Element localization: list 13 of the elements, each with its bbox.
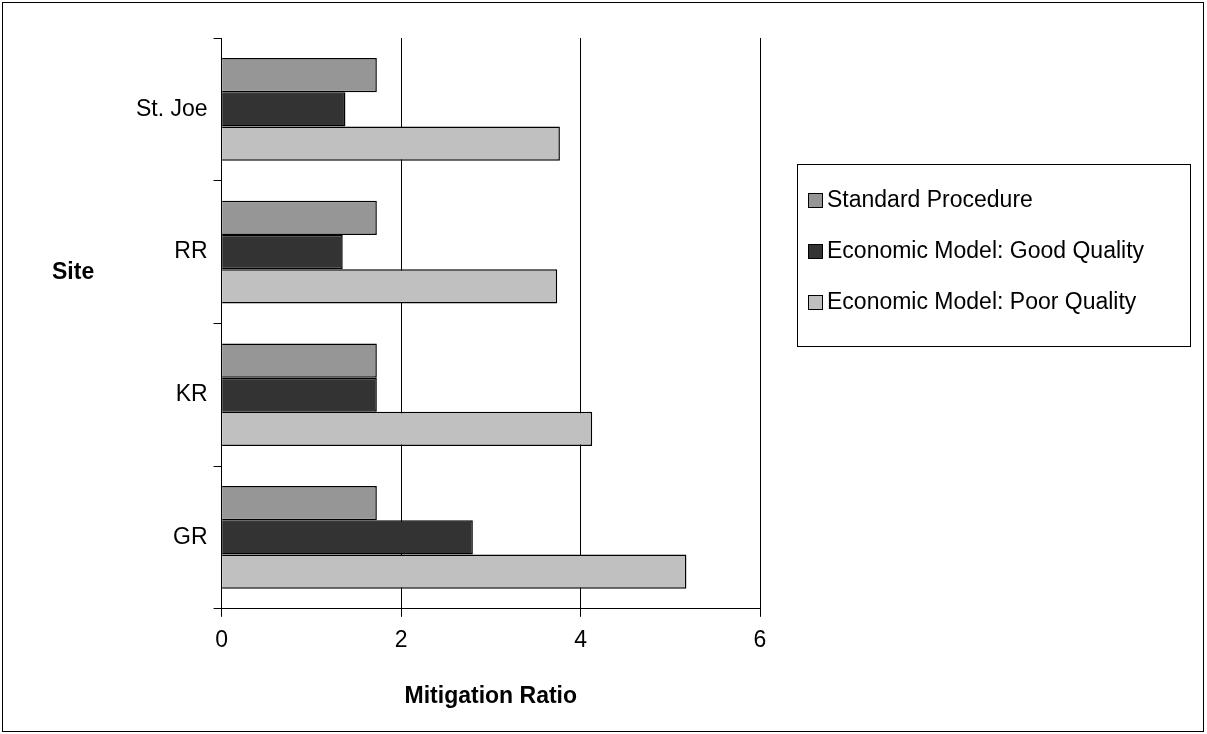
y-axis-title: Site <box>52 258 95 285</box>
y-tick-label: RR <box>174 237 208 264</box>
y-tick-label: KR <box>175 380 208 407</box>
x-tick-label: 4 <box>574 625 588 652</box>
legend-label: Standard Procedure <box>827 185 1033 214</box>
x-tick-label: 6 <box>753 625 767 652</box>
y-tick-label: GR <box>173 522 208 549</box>
legend-label: Economic Model: Poor Quality <box>827 287 1137 316</box>
x-axis-title: Mitigation Ratio <box>404 681 578 708</box>
x-tick-label: 0 <box>215 625 228 652</box>
x-tick-label: 2 <box>394 625 408 652</box>
y-tick-label: St. Joe <box>135 94 208 121</box>
legend-label: Economic Model: Good Quality <box>827 236 1145 265</box>
